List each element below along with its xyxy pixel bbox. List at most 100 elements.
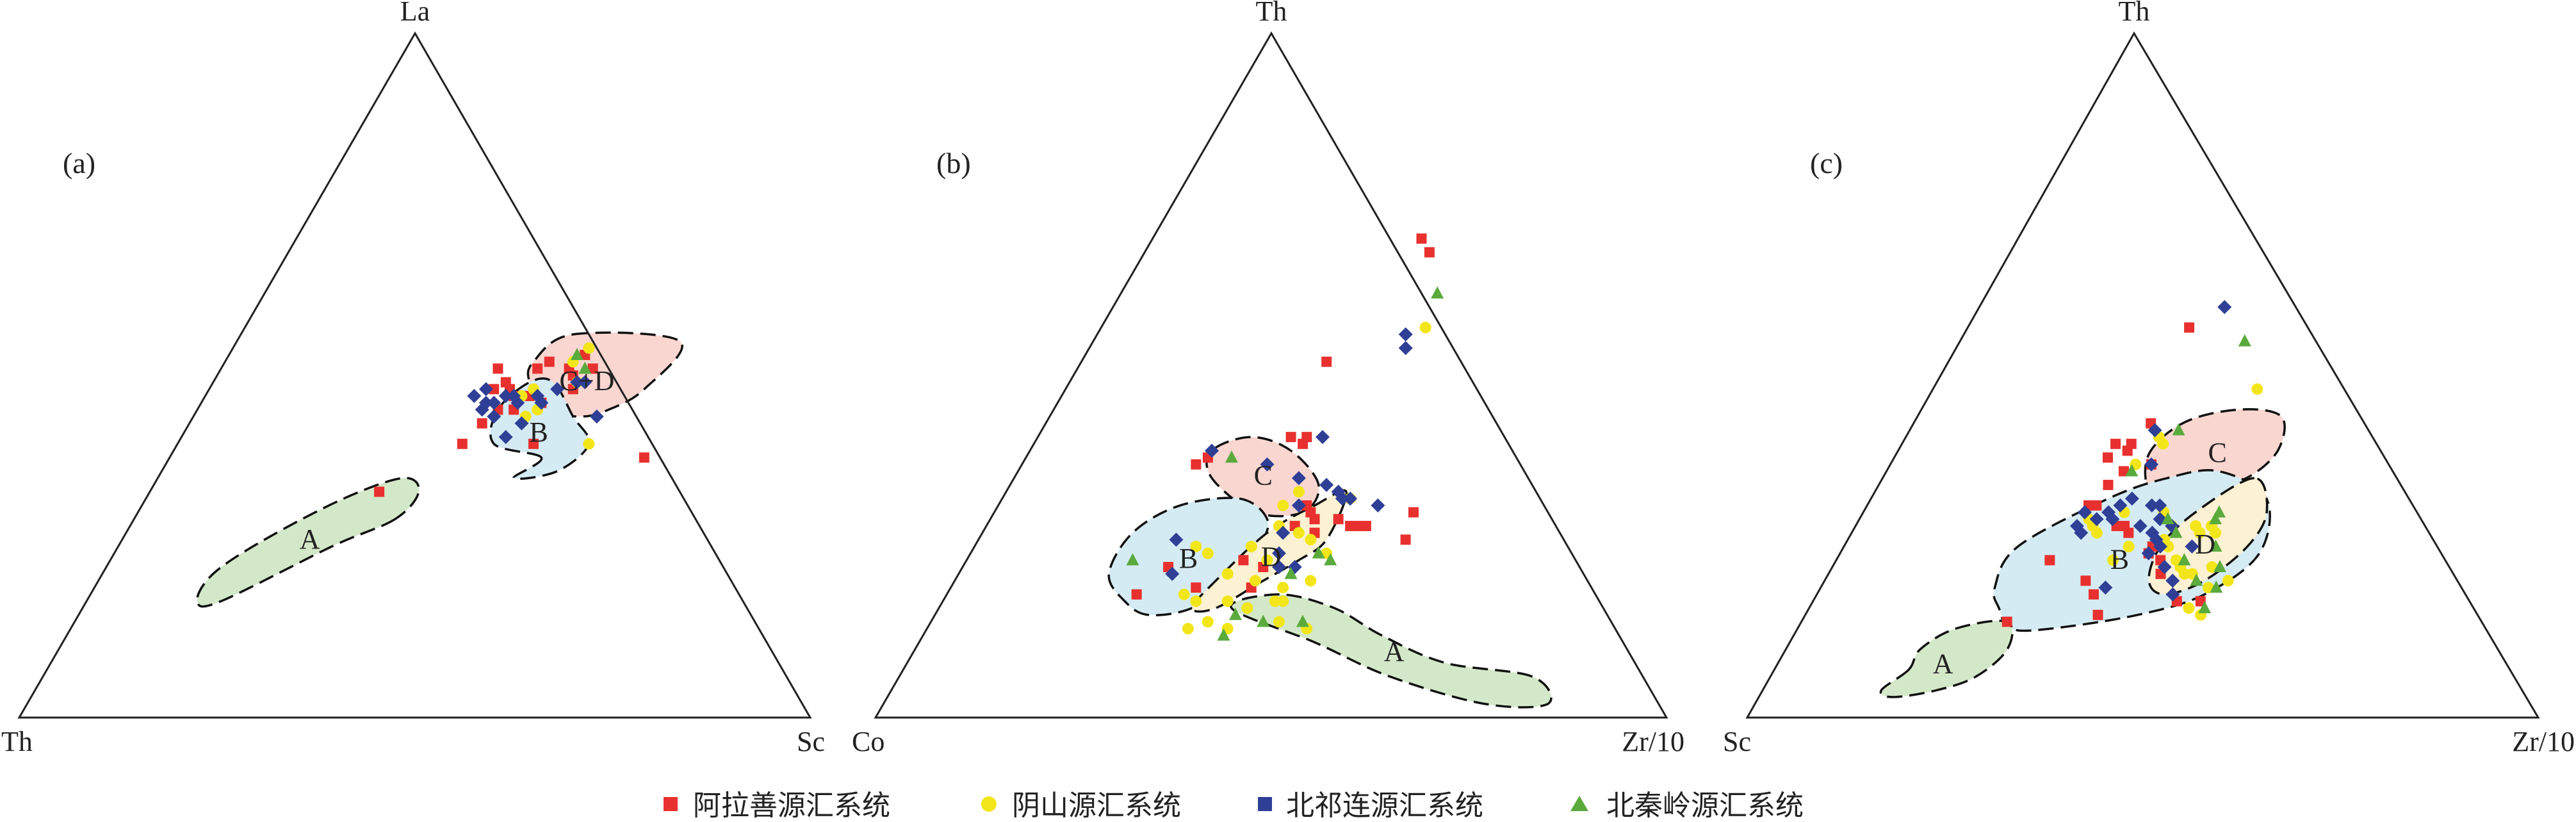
- field-label: D: [2195, 529, 2215, 560]
- ternary-triangle-frame: [17, 31, 812, 719]
- square-marker: [544, 356, 555, 367]
- diamond-marker: [2078, 505, 2092, 520]
- circle-marker: [1277, 499, 1289, 511]
- triangle-marker: [1312, 546, 1325, 559]
- panel-c-label: (c): [1810, 147, 1843, 179]
- panel-a: (a) La Th Sc C+D B A: [1, 0, 825, 757]
- circle-marker: [2251, 383, 2263, 395]
- triangle-marker: [2210, 580, 2223, 593]
- diamond-marker: [1271, 560, 1286, 575]
- legend-circle-marker: [981, 796, 997, 812]
- circle-marker: [1292, 486, 1305, 498]
- legend: 阿拉善源汇系统 阴山源汇系统 北祁连源汇系统 北秦岭源汇系统: [664, 789, 1804, 822]
- square-marker: [639, 452, 649, 463]
- diamond-marker: [2113, 498, 2128, 513]
- diamond-marker: [1319, 477, 1334, 492]
- circle-marker: [1269, 595, 1281, 607]
- circle-marker: [1261, 554, 1273, 566]
- circle-marker: [1190, 541, 1202, 552]
- field-a-outline: [195, 477, 420, 608]
- triangle-marker: [2172, 423, 2185, 436]
- circle-marker: [2194, 527, 2206, 539]
- diamond-marker: [1260, 457, 1275, 472]
- square-marker: [1360, 520, 1371, 531]
- square-marker: [2088, 589, 2099, 600]
- square-marker: [528, 438, 539, 449]
- field-label: C+D: [559, 365, 614, 397]
- square-marker: [2184, 322, 2195, 333]
- series-qilian: [2069, 300, 2232, 602]
- circle-marker: [1190, 595, 1202, 607]
- diamond-marker: [2133, 518, 2148, 533]
- field-label: B: [2110, 544, 2129, 575]
- field-label: C: [2208, 437, 2227, 468]
- circle-marker: [1419, 322, 1431, 334]
- diamond-marker: [2153, 539, 2167, 554]
- circle-marker: [583, 342, 595, 354]
- circle-marker: [1241, 602, 1253, 614]
- triangle-marker: [1225, 450, 1238, 463]
- diamond-marker: [2101, 505, 2116, 520]
- square-marker: [2103, 479, 2114, 490]
- square-marker: [1416, 233, 1427, 244]
- panel-b-label: (b): [936, 147, 971, 179]
- square-marker: [1345, 520, 1356, 531]
- triangle-marker: [2178, 553, 2191, 566]
- series-qinling: [570, 347, 592, 374]
- square-marker: [1408, 507, 1419, 518]
- diamond-marker: [2148, 423, 2162, 438]
- circle-marker: [1182, 623, 1194, 635]
- diamond-marker: [2089, 512, 2104, 527]
- circle-marker: [1273, 616, 1285, 628]
- square-marker: [1191, 459, 1202, 470]
- square-marker: [1321, 356, 1332, 367]
- square-marker: [2044, 555, 2055, 566]
- diamond-marker: [498, 389, 513, 404]
- diamond-marker: [1205, 443, 1219, 458]
- diamond-marker: [569, 375, 584, 390]
- square-marker: [1191, 582, 1202, 593]
- panel-a-label: (a): [63, 147, 95, 179]
- triangle-marker: [2125, 464, 2139, 477]
- field-label: A: [1933, 648, 1953, 680]
- diamond-marker: [1271, 546, 1286, 561]
- diamond-marker: [478, 395, 493, 410]
- diamond-marker: [589, 409, 604, 424]
- diamond-marker: [530, 389, 545, 404]
- square-marker: [1131, 589, 1142, 600]
- triangle-marker: [2161, 512, 2174, 525]
- field-label: A: [1384, 636, 1405, 667]
- legend-item-qinling: 北秦岭源汇系统: [1570, 789, 1804, 822]
- diamond-marker: [578, 375, 592, 390]
- legend-label-yinshan: 阴山源汇系统: [1012, 789, 1181, 822]
- square-marker: [2118, 466, 2129, 477]
- series-qilian: [1165, 327, 1413, 581]
- circle-marker: [1277, 595, 1289, 607]
- square-marker: [2102, 452, 2113, 463]
- diamond-marker: [550, 382, 565, 397]
- triangle-marker: [2198, 601, 2212, 614]
- diamond-marker: [2098, 580, 2113, 595]
- square-marker: [2091, 500, 2102, 511]
- panel-c-vertex-top: Th: [2119, 0, 2150, 27]
- square-marker: [1298, 438, 1308, 449]
- legend-square-marker: [664, 797, 678, 811]
- triangle-marker: [578, 361, 592, 374]
- field-label: D: [1261, 541, 1282, 572]
- panel-b-vertex-top: Th: [1256, 0, 1287, 27]
- square-marker: [2123, 527, 2134, 538]
- panel-c: (c) Th Sc Zr/10 C B D A: [1723, 0, 2575, 757]
- panel-b-vertex-left: Co: [852, 726, 884, 757]
- triangle-marker: [1284, 566, 1298, 579]
- diamond-marker: [514, 416, 529, 431]
- triangle-marker: [2169, 525, 2183, 538]
- square-marker: [1400, 534, 1411, 545]
- triangle-marker: [1296, 614, 1309, 627]
- square-marker: [493, 363, 503, 374]
- circle-marker: [1305, 534, 1317, 546]
- circle-marker: [1305, 575, 1317, 587]
- discrimination-fields: [1879, 408, 2286, 698]
- diamond-marker: [507, 389, 521, 404]
- circle-marker: [2123, 541, 2135, 552]
